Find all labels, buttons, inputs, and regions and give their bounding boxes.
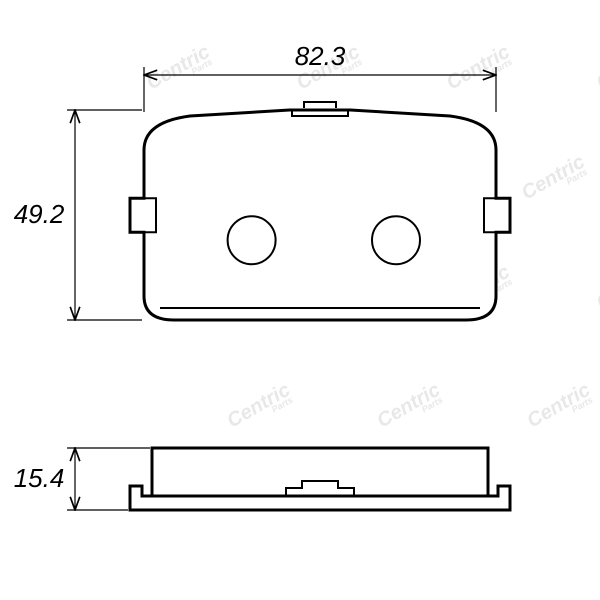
svg-text:Centric: Centric	[593, 41, 600, 95]
dimension-width-value: 82.3	[295, 41, 346, 71]
dimension-height-value: 49.2	[14, 199, 65, 229]
dimension-height: 49.2	[14, 110, 142, 320]
side-view	[130, 448, 510, 510]
brake-pad-front-outline	[130, 110, 510, 320]
technical-drawing: CentricPartsCentricPartsCentricPartsCent…	[0, 0, 600, 600]
svg-text:Centric: Centric	[593, 261, 600, 315]
friction-material-side	[152, 448, 488, 496]
front-view	[130, 102, 510, 320]
dimension-thickness-value: 15.4	[14, 463, 65, 493]
